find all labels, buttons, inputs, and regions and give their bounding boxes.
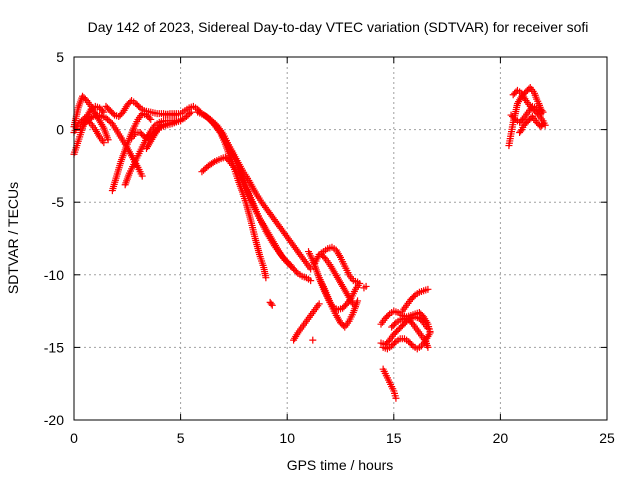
y-tick-labels: 5 0 -5 -10 -15 -20 <box>44 49 64 428</box>
y-tick-label: -20 <box>44 412 64 428</box>
y-tick-label: -15 <box>44 339 64 355</box>
data-point <box>139 131 147 139</box>
data-point <box>267 300 275 308</box>
y-tick-label: 5 <box>56 49 64 65</box>
data-point <box>209 159 217 167</box>
data-series <box>70 83 549 402</box>
data-point <box>424 285 432 293</box>
data-point <box>262 274 270 282</box>
y-tick-label: 0 <box>56 122 64 138</box>
data-point <box>309 336 317 344</box>
data-point <box>401 319 409 327</box>
x-tick-label: 15 <box>386 430 402 446</box>
data-point <box>384 311 392 319</box>
x-tick-labels: 0 5 10 15 20 25 <box>70 430 615 446</box>
x-tick-label: 0 <box>70 430 78 446</box>
data-point <box>354 297 362 305</box>
data-point <box>391 320 399 328</box>
data-point <box>109 110 117 118</box>
data-point <box>100 139 108 147</box>
x-axis-label: GPS time / hours <box>287 457 394 473</box>
data-point <box>392 394 400 402</box>
data-point <box>362 282 370 290</box>
data-point <box>537 110 545 118</box>
data-point <box>517 127 525 135</box>
x-tick-label: 25 <box>599 430 615 446</box>
data-point <box>207 117 215 125</box>
data-point <box>138 172 146 180</box>
data-point <box>424 343 432 351</box>
data-point <box>307 265 315 273</box>
data-point <box>268 301 276 309</box>
data-point <box>315 300 323 308</box>
chart-title: Day 142 of 2023, Sidereal Day-to-day VTE… <box>88 19 589 35</box>
data-point <box>98 107 106 115</box>
data-point <box>354 278 362 286</box>
data-point <box>88 114 96 122</box>
data-point <box>307 277 315 285</box>
data-point <box>104 136 112 144</box>
data-point <box>391 339 399 347</box>
y-axis-label: SDTVAR / TECUs <box>5 182 21 294</box>
axis-ticks <box>73 56 608 421</box>
data-point <box>424 325 432 333</box>
x-tick-label: 20 <box>493 430 509 446</box>
data-point <box>135 102 143 110</box>
x-tick-label: 10 <box>279 430 295 446</box>
data-point <box>426 329 434 337</box>
data-point <box>539 120 547 128</box>
y-tick-label: -5 <box>52 194 65 210</box>
x-tick-label: 5 <box>177 430 185 446</box>
plot-frame <box>73 56 608 421</box>
series-sdtvar <box>70 83 549 402</box>
data-point <box>145 114 153 122</box>
data-point <box>351 303 359 311</box>
data-point <box>408 340 416 348</box>
data-point <box>510 114 518 122</box>
y-tick-label: -10 <box>44 267 64 283</box>
data-point <box>410 293 418 301</box>
data-point <box>292 268 300 276</box>
data-point <box>538 121 546 129</box>
data-point <box>147 115 155 123</box>
